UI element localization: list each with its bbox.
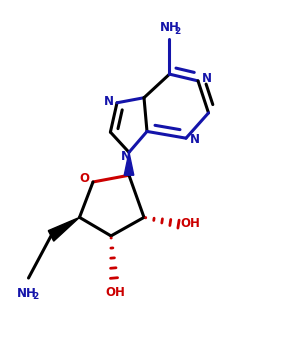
Text: N: N: [121, 150, 131, 163]
Text: N: N: [190, 133, 200, 146]
Polygon shape: [124, 152, 134, 175]
Text: OH: OH: [181, 217, 200, 230]
Text: NH: NH: [17, 287, 37, 300]
Text: OH: OH: [106, 286, 125, 299]
Text: 2: 2: [174, 27, 180, 35]
Polygon shape: [48, 217, 80, 241]
Text: O: O: [80, 172, 90, 185]
Text: N: N: [103, 95, 114, 108]
Text: N: N: [202, 72, 212, 85]
Text: 2: 2: [32, 292, 38, 301]
Text: NH: NH: [160, 22, 179, 34]
